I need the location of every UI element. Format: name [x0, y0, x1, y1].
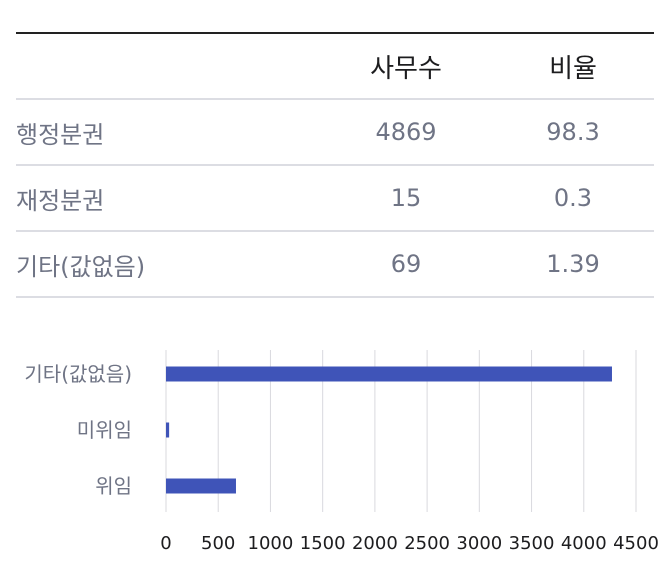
x-tick-label: 1500	[300, 533, 346, 554]
row-ratio: 98.3	[546, 118, 600, 146]
table-top-rule	[16, 32, 654, 34]
x-tick-label: 4000	[561, 533, 607, 554]
row-count: 15	[390, 184, 422, 212]
table-row: 행정분권 4869 98.3	[16, 100, 654, 166]
bar	[166, 478, 236, 494]
bar	[166, 366, 612, 382]
x-tick-label: 1000	[248, 533, 294, 554]
category-label: 미위임	[77, 418, 132, 442]
bar	[166, 422, 170, 438]
row-ratio: 0.3	[553, 184, 593, 212]
category-label: 기타(값없음)	[24, 362, 132, 386]
x-tick-label: 3500	[509, 533, 555, 554]
table-header-row: 사무수 비율	[16, 34, 654, 100]
row-ratio: 1.39	[546, 250, 600, 278]
x-tick-label: 0	[160, 533, 171, 554]
bar-chart-svg: 0 500 1000 1500 2000 2500 3000 3500 4000 4500 기타(값…	[24, 350, 659, 554]
row-count: 69	[390, 250, 422, 278]
x-tick-label: 4500	[613, 533, 659, 554]
row-label: 재정분권	[16, 186, 105, 215]
bar-chart: 0 500 1000 1500 2000 2500 3000 3500 4000 4500 기타(값…	[0, 330, 670, 570]
x-tick-label: 2500	[404, 533, 450, 554]
category-label: 위임	[95, 474, 132, 498]
header-ratio: 비율	[549, 53, 597, 84]
row-label: 행정분권	[16, 120, 105, 149]
header-count: 사무수	[370, 53, 442, 84]
table-row: 재정분권 15 0.3	[16, 166, 654, 232]
x-tick-label: 500	[201, 533, 235, 554]
row-label: 기타(값없음)	[16, 252, 146, 281]
x-tick-label: 3000	[456, 533, 502, 554]
x-tick-label: 2000	[352, 533, 398, 554]
table-row: 기타(값없음) 69 1.39	[16, 232, 654, 298]
summary-table: 사무수 비율 행정분권 4869 98.3 재정분권 15 0.3 기타(값없음…	[16, 34, 654, 298]
row-count: 4869	[375, 118, 437, 146]
